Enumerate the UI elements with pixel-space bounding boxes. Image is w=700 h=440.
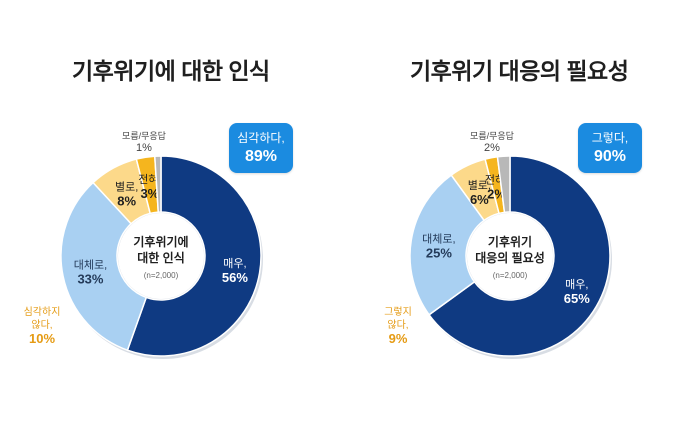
slice-value-3: 3% [140, 186, 159, 201]
donut-hole [467, 213, 553, 299]
top-label-awareness-text: 모름/무응답 [122, 131, 166, 141]
slice-label-2: 별로, [468, 179, 491, 192]
outside-label-awareness: 심각하지 않다, 10% [12, 306, 72, 345]
top-label-necessity: 모름/무응답 2% [452, 130, 532, 154]
outside-label-necessity: 그렇지 않다, 9% [368, 306, 428, 345]
slice-value-0: 56% [222, 270, 248, 285]
slice-label-1: 대체로, [74, 258, 107, 271]
top-label-necessity-text: 모름/무응답 [470, 131, 514, 141]
top-label-awareness-value: 1% [136, 142, 152, 154]
donut-slice-1 [409, 174, 486, 316]
center-title-line-0: 기후위기에 [133, 234, 188, 249]
slice-label-2: 별로, [115, 181, 138, 194]
slice-label-0: 매우, [223, 257, 246, 270]
top-label-necessity-value: 2% [484, 142, 500, 154]
donut-slice-4 [153, 155, 162, 213]
callout-awareness: 심각하다, 89% [229, 123, 293, 173]
center-title-line-0: 기후위기 [488, 234, 532, 249]
slice-value-1: 33% [77, 271, 103, 286]
callout-necessity-label: 그렇다, [591, 131, 629, 145]
center-note: (n=2,000) [493, 271, 528, 280]
donut-slice-1 [60, 181, 148, 352]
center-note: (n=2,000) [144, 271, 179, 280]
donut-hole [118, 213, 204, 299]
callout-necessity: 그렇다, 90% [578, 123, 642, 173]
donut-slice-0 [428, 155, 611, 357]
center-title-line-1: 대한 인식 [137, 250, 185, 265]
chart-title-awareness: 기후위기에 대한 인식 [72, 58, 270, 84]
donut-slice-0 [126, 155, 262, 357]
callout-awareness-value: 89% [244, 148, 278, 165]
outside-label-necessity-text: 그렇지 않다, [384, 307, 412, 331]
slice-value-1: 25% [426, 246, 452, 261]
slice-value-2: 6% [470, 192, 489, 207]
callout-necessity-value: 90% [593, 148, 627, 165]
top-label-awareness: 모름/무응답 1% [104, 130, 184, 154]
slice-value-0: 65% [564, 291, 590, 306]
outside-label-necessity-value: 9% [388, 331, 408, 346]
slice-value-2: 8% [117, 194, 136, 209]
slice-label-1: 대체로, [422, 233, 455, 246]
chart-title-necessity: 기후위기 대응의 필요성 [410, 58, 629, 84]
outside-label-awareness-value: 10% [28, 331, 56, 346]
outside-label-awareness-text: 심각하지 않다, [23, 307, 61, 331]
center-title-line-1: 대응의 필요성 [475, 250, 545, 265]
callout-awareness-label: 심각하다, [237, 131, 285, 145]
slice-label-0: 매우, [565, 278, 588, 291]
donut-slice-4 [496, 155, 511, 214]
